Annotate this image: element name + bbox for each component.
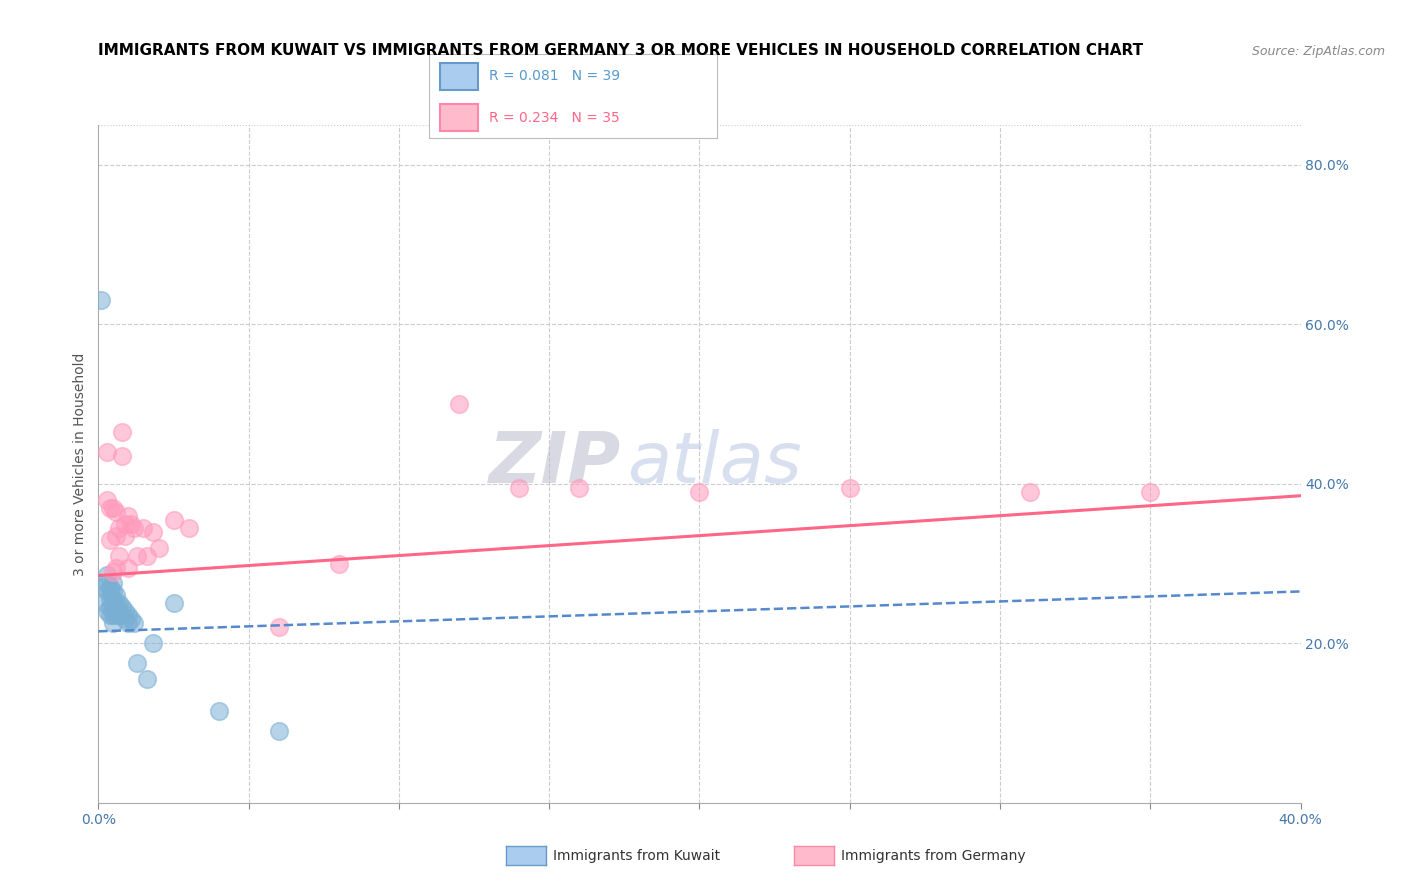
Point [96,492,118,507]
Point [103,616,125,631]
Point [103,608,125,623]
Point [103,600,125,615]
Point [103,500,125,515]
Point [96,568,118,582]
Text: Immigrants from Germany: Immigrants from Germany [841,849,1025,863]
Point [108,549,131,563]
Point [105,560,128,574]
Point [105,596,128,610]
Point [111,449,134,463]
Point [105,528,128,542]
Text: R = 0.081   N = 39: R = 0.081 N = 39 [489,70,620,83]
Point [208,704,231,718]
Point [117,608,139,623]
Point [93,596,115,610]
Point [124,521,146,535]
Point [114,516,136,531]
Point [162,513,184,527]
Point [103,576,125,591]
Point [267,724,290,739]
Text: Immigrants from Kuwait: Immigrants from Kuwait [553,849,720,863]
Point [96,584,118,599]
Point [135,672,157,686]
Point [1139,484,1161,499]
Point [108,604,131,618]
Point [508,481,530,495]
Point [96,604,118,618]
Point [127,657,149,671]
Point [177,521,200,535]
Point [105,589,128,603]
Text: atlas: atlas [627,429,801,499]
Text: ZIP: ZIP [489,429,621,499]
Point [108,521,131,535]
Point [1019,484,1042,499]
Point [100,533,122,547]
Point [100,592,122,607]
FancyBboxPatch shape [440,104,478,131]
Point [689,484,711,499]
Point [100,584,122,599]
Point [132,521,155,535]
Point [111,608,134,623]
Point [111,425,134,439]
Point [100,608,122,623]
Point [100,500,122,515]
Point [117,616,139,631]
Point [105,600,128,615]
Point [114,604,136,618]
Point [162,596,184,610]
Point [114,528,136,542]
Point [141,636,163,650]
Point [93,581,115,595]
FancyBboxPatch shape [440,62,478,90]
Point [328,557,350,571]
Point [96,445,118,459]
Point [568,481,591,495]
Y-axis label: 3 or more Vehicles in Household: 3 or more Vehicles in Household [73,352,87,575]
Point [124,616,146,631]
Point [90,293,112,308]
Point [103,584,125,599]
Point [148,541,170,555]
Point [267,620,290,634]
Text: R = 0.234   N = 35: R = 0.234 N = 35 [489,111,620,125]
Point [447,397,470,411]
Point [127,549,149,563]
Point [121,612,143,626]
Point [838,481,860,495]
Text: Source: ZipAtlas.com: Source: ZipAtlas.com [1251,45,1385,58]
Point [111,600,134,615]
Point [135,549,157,563]
Point [121,516,143,531]
Text: IMMIGRANTS FROM KUWAIT VS IMMIGRANTS FROM GERMANY 3 OR MORE VEHICLES IN HOUSEHOL: IMMIGRANTS FROM KUWAIT VS IMMIGRANTS FRO… [98,43,1143,58]
Point [100,600,122,615]
Point [114,612,136,626]
Point [141,524,163,539]
Point [103,592,125,607]
Point [108,596,131,610]
Point [117,560,139,574]
Point [108,608,131,623]
Point [105,505,128,519]
Point [103,565,125,579]
Point [100,581,122,595]
Point [105,608,128,623]
Point [96,576,118,591]
Point [117,508,139,523]
